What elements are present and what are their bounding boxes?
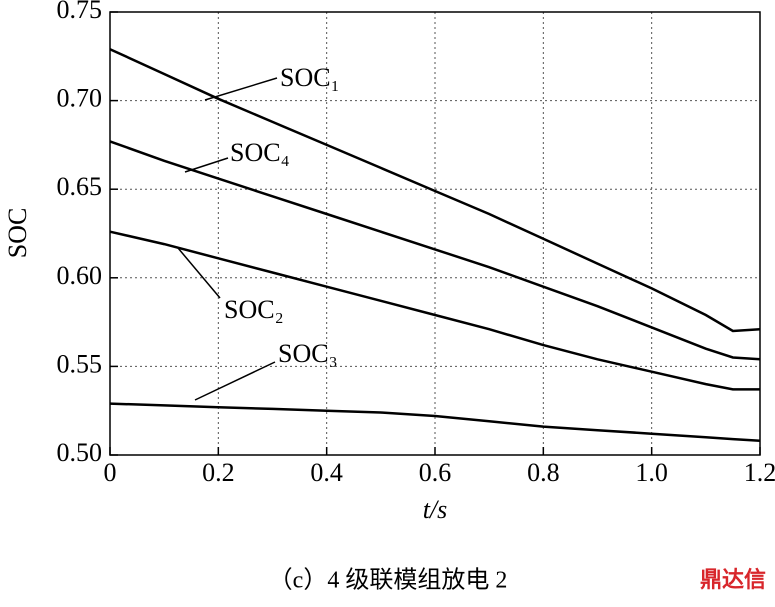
x-axis-label: t/s xyxy=(423,495,448,524)
x-tick-label: 1.2 xyxy=(744,458,775,487)
series-label: SOC₁ xyxy=(280,63,340,92)
x-tick-label: 0.2 xyxy=(202,458,235,487)
x-tick-label: 0.6 xyxy=(419,458,452,487)
series-line xyxy=(109,230,760,391)
series-line xyxy=(109,402,761,443)
caption: （c）4 级联模组放电 2 xyxy=(269,567,508,594)
leader-line xyxy=(184,157,229,173)
series-label: SOC₂ xyxy=(224,295,284,324)
y-tick-label: 0.65 xyxy=(57,172,103,201)
y-axis-label: SOC xyxy=(3,208,32,259)
y-tick-label: 0.60 xyxy=(57,261,103,290)
leader-line xyxy=(177,247,221,299)
y-tick-label: 0.55 xyxy=(57,349,103,378)
y-tick-label: 0.50 xyxy=(57,438,103,467)
leader-line xyxy=(204,77,278,101)
y-tick-label: 0.75 xyxy=(57,0,103,24)
x-tick-label: 1.0 xyxy=(635,458,668,487)
x-tick-label: 0.8 xyxy=(527,458,560,487)
plot-frame xyxy=(109,11,761,456)
series-line xyxy=(109,140,761,361)
y-tick-label: 0.70 xyxy=(57,84,103,113)
leader-line xyxy=(194,361,276,401)
series-line xyxy=(109,48,761,333)
series-label: SOC₃ xyxy=(278,339,338,368)
x-tick-label: 0.4 xyxy=(310,458,343,487)
series-label: SOC₄ xyxy=(230,138,290,167)
x-tick-label: 0 xyxy=(104,458,117,487)
watermark: 鼎达信 xyxy=(700,567,766,592)
